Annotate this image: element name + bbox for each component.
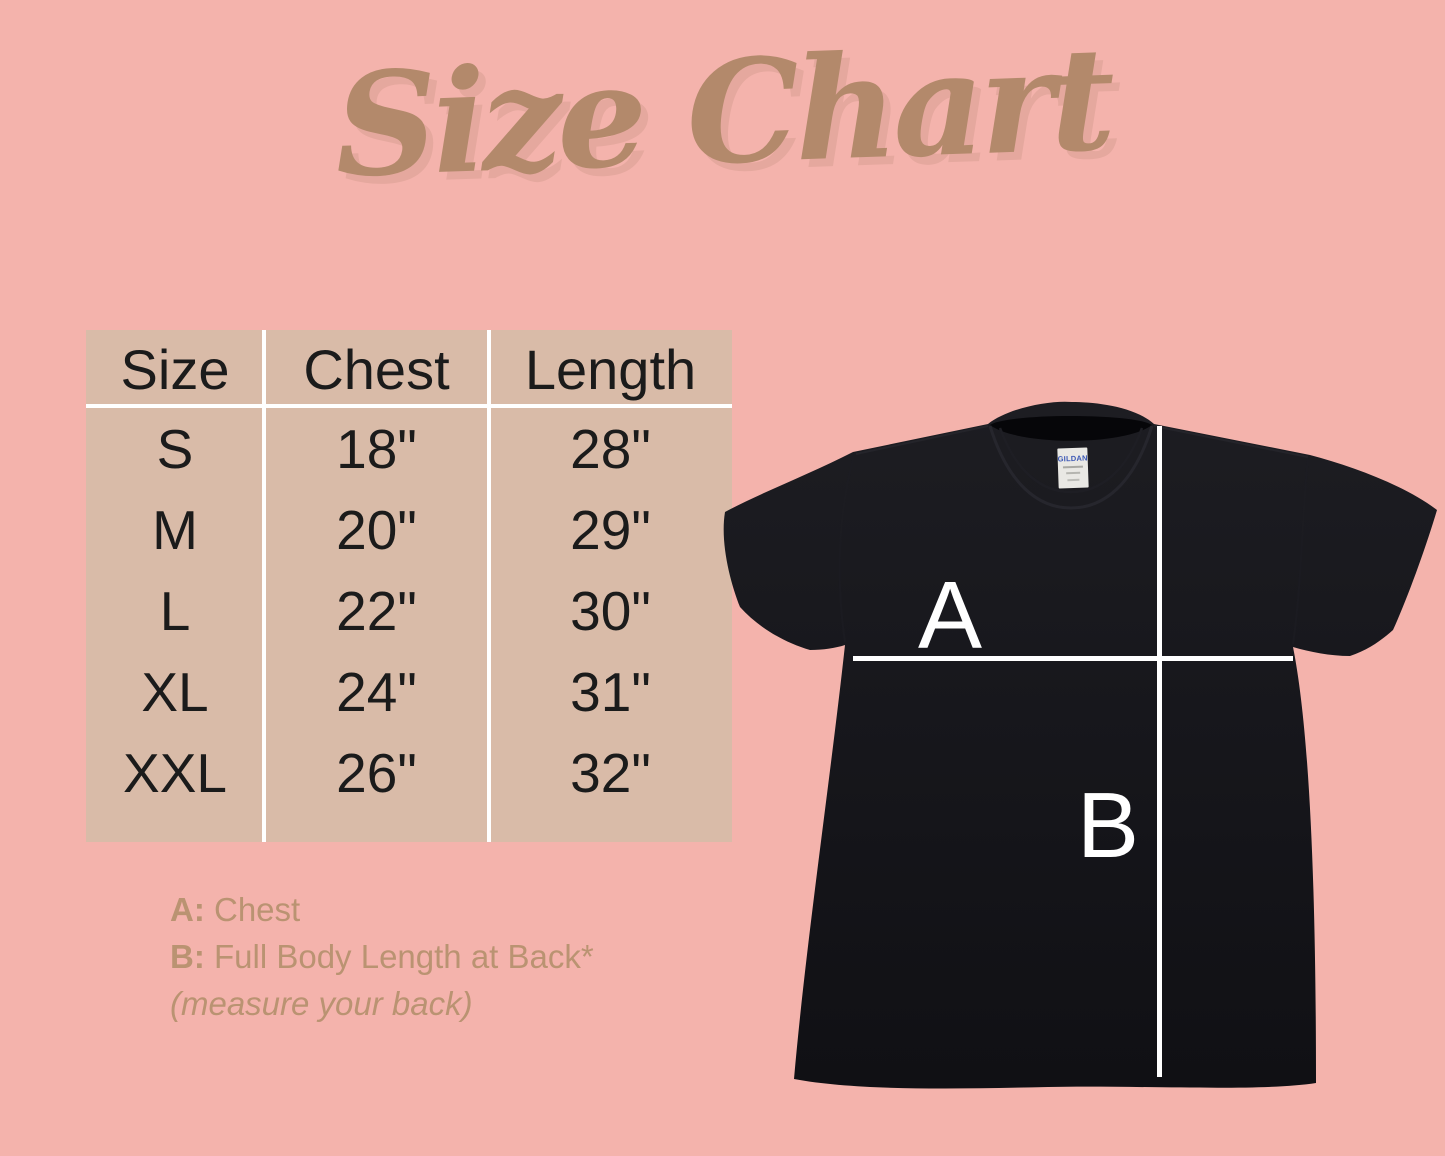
measurement-line-a [853, 656, 1293, 661]
measurement-line-b [1157, 426, 1162, 1077]
cell-length: 30" [570, 579, 651, 642]
tag-fineprint-line [1066, 471, 1081, 475]
tag-fineprint-line [1062, 465, 1083, 469]
cell-chest: 26" [336, 741, 417, 804]
measurement-key: A: Chest B: Full Body Length at Back* (m… [170, 886, 594, 1027]
cell-size: XXL [123, 741, 227, 804]
collar-band-seam [988, 425, 1154, 510]
gildan-logo-text: GILDAN [1058, 453, 1088, 463]
cell-chest: 24" [336, 660, 417, 723]
cell-chest: 22" [336, 579, 417, 642]
sleeve-seam-right [1292, 457, 1309, 645]
cell-chest: 20" [336, 498, 417, 561]
key-b: B: [170, 938, 205, 975]
measurement-key-line-b: B: Full Body Length at Back* [170, 933, 594, 980]
cell-size: S [156, 417, 194, 480]
cell-length: 31" [570, 660, 651, 723]
collar-band-inner-seam [998, 427, 1144, 494]
cell-size: XL [141, 660, 209, 723]
cell-chest: 18" [336, 417, 417, 480]
value-b: Full Body Length at Back* [204, 938, 594, 975]
col-header-chest: Chest [303, 337, 450, 401]
collar-inner-shadow [990, 416, 1152, 441]
cell-size: M [152, 498, 198, 561]
tshirt-photo: GILDAN A B [718, 392, 1445, 1094]
size-table-grid: Size Chest Length S 18" 28" M 20" 29" L … [86, 330, 732, 813]
col-header-size: Size [120, 337, 230, 401]
cell-length: 32" [570, 741, 651, 804]
cell-size: L [159, 579, 191, 642]
measurement-key-line-a: A: Chest [170, 886, 594, 933]
col-header-length: Length [524, 337, 697, 401]
key-a: A: [170, 891, 205, 928]
table-header-divider [86, 404, 732, 408]
value-a: Chest [204, 891, 301, 928]
brand-tag: GILDAN [1057, 447, 1089, 489]
table-column-divider [487, 330, 491, 842]
label-a: A [918, 562, 982, 669]
page-title: Size Chart [332, 16, 1113, 210]
cell-length: 28" [570, 417, 651, 480]
tshirt-silhouette [723, 401, 1437, 1089]
shoulder-seam-right [1153, 425, 1309, 458]
tag-fineprint-line [1067, 478, 1080, 482]
cell-length: 29" [570, 498, 651, 561]
table-column-divider [262, 330, 266, 842]
tshirt-svg: GILDAN A B [723, 401, 1437, 1089]
shoulder-seam-left [855, 425, 989, 455]
label-b: B [1077, 773, 1139, 877]
measurement-key-note: (measure your back) [170, 985, 473, 1022]
sleeve-seam-left [838, 455, 855, 643]
size-table: Size Chest Length S 18" 28" M 20" 29" L … [86, 330, 732, 842]
